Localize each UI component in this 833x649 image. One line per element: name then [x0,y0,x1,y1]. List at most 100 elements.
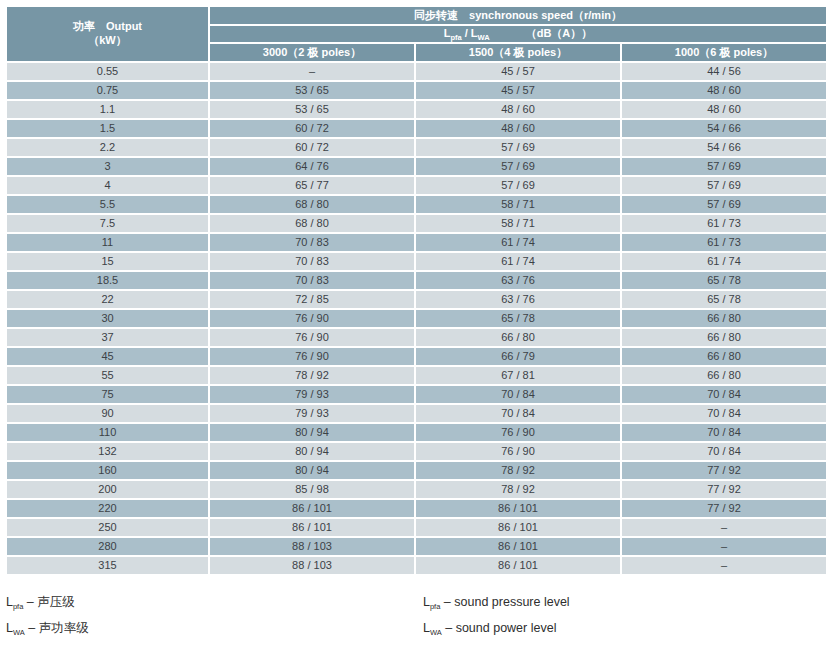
level-sub1: pfa [450,33,461,42]
output-cell: 75 [7,386,208,403]
cell-1000: 70 / 84 [622,443,826,460]
output-cell: 7.5 [7,215,208,232]
cell-1500: 63 / 76 [416,272,620,289]
cell-3000: 78 / 92 [210,367,414,384]
output-cell: 18.5 [7,272,208,289]
noise-level-table: 功率 Output （kW） 同步转速 synchronous speed（r/… [5,5,828,576]
cell-1000: 65 / 78 [622,291,826,308]
cell-3000: 53 / 65 [210,101,414,118]
table-row: 5578 / 9267 / 8166 / 80 [7,367,826,384]
cell-1000: 66 / 80 [622,367,826,384]
cell-3000: 80 / 94 [210,424,414,441]
output-header-line1: 功率 Output [73,20,142,32]
table-row: 20085 / 9878 / 9277 / 92 [7,481,826,498]
cell-3000: 85 / 98 [210,481,414,498]
output-cell: 55 [7,367,208,384]
table-row: 13280 / 9476 / 9070 / 84 [7,443,826,460]
output-cell: 4 [7,177,208,194]
cell-1500: 65 / 78 [416,310,620,327]
cell-3000: 76 / 90 [210,329,414,346]
footnote-symbol: L [423,595,430,609]
output-cell: 3 [7,158,208,175]
level-base2: L [471,27,478,39]
cell-1000: 77 / 92 [622,462,826,479]
footnote-symbol: L [6,595,13,609]
cell-1000: 54 / 66 [622,139,826,156]
cell-1500: 86 / 101 [416,538,620,555]
cell-1000: 77 / 92 [622,481,826,498]
speed-header-cell: 同步转速 synchronous speed（r/min） [210,7,826,24]
cell-1500: 45 / 57 [416,63,620,80]
cell-3000: 80 / 94 [210,443,414,460]
cell-1500: 78 / 92 [416,462,620,479]
table-row: 1570 / 8361 / 7461 / 74 [7,253,826,270]
cell-1000: 57 / 69 [622,158,826,175]
output-cell: 315 [7,557,208,574]
cell-1000: 66 / 80 [622,329,826,346]
level-sub2: WA [478,33,490,42]
cell-1000: 70 / 84 [622,405,826,422]
footnote-text: – 声功率级 [25,621,89,635]
cell-3000: 70 / 83 [210,234,414,251]
table-row: 16080 / 9478 / 9277 / 92 [7,462,826,479]
cell-1500: 61 / 74 [416,234,620,251]
footnote-symbol: L [423,621,430,635]
cell-3000: 79 / 93 [210,405,414,422]
cell-1000: 70 / 84 [622,386,826,403]
footnote-sound-power-en: LWA – sound power level [423,617,570,643]
cell-1500: 48 / 60 [416,101,620,118]
footnote-sound-pressure-en: Lpfa – sound pressure level [423,591,570,617]
footnotes-english: Lpfa – sound pressure level LWA – sound … [423,591,570,643]
output-cell: 90 [7,405,208,422]
table-row: 3076 / 9065 / 7866 / 80 [7,310,826,327]
table-row: 1170 / 8361 / 7461 / 73 [7,234,826,251]
table-row: 465 / 7757 / 6957 / 69 [7,177,826,194]
footnotes-chinese: Lpfa – 声压级 LWA – 声功率级 [6,591,89,643]
cell-3000: 60 / 72 [210,139,414,156]
cell-1500: 57 / 69 [416,177,620,194]
table-row: 5.568 / 8058 / 7157 / 69 [7,196,826,213]
cell-1500: 67 / 81 [416,367,620,384]
table-row: 1.153 / 6548 / 6048 / 60 [7,101,826,118]
footnote-text: – sound pressure level [440,595,569,609]
footnote-subscript: WA [430,628,442,637]
cell-1500: 86 / 101 [416,557,620,574]
col-header-3000: 3000（2 极 poles） [210,44,414,61]
cell-3000: 64 / 76 [210,158,414,175]
table-row: 9079 / 9370 / 8470 / 84 [7,405,826,422]
cell-3000: 86 / 101 [210,500,414,517]
table-row: 0.55–45 / 5744 / 56 [7,63,826,80]
output-cell: 1.5 [7,120,208,137]
cell-3000: 76 / 90 [210,310,414,327]
cell-1000: 61 / 74 [622,253,826,270]
cell-1500: 78 / 92 [416,481,620,498]
table-row: 0.7553 / 6545 / 5748 / 60 [7,82,826,99]
table-row: 7579 / 9370 / 8470 / 84 [7,386,826,403]
cell-1500: 61 / 74 [416,253,620,270]
cell-1000: – [622,557,826,574]
cell-1000: 57 / 69 [622,196,826,213]
cell-1500: 66 / 79 [416,348,620,365]
footnote-symbol: L [6,621,13,635]
output-cell: 110 [7,424,208,441]
table-row: 2.260 / 7257 / 6954 / 66 [7,139,826,156]
table-row: 28088 / 10386 / 101– [7,538,826,555]
output-cell: 220 [7,500,208,517]
cell-3000: 88 / 103 [210,538,414,555]
cell-3000: 86 / 101 [210,519,414,536]
cell-1500: 70 / 84 [416,386,620,403]
footnote-subscript: WA [13,628,25,637]
cell-1000: 66 / 80 [622,348,826,365]
cell-1000: 66 / 80 [622,310,826,327]
cell-3000: 79 / 93 [210,386,414,403]
cell-1000: 65 / 78 [622,272,826,289]
table-row: 31588 / 10386 / 101– [7,557,826,574]
output-cell: 37 [7,329,208,346]
footnote-text: – sound power level [442,621,557,635]
cell-1000: 44 / 56 [622,63,826,80]
cell-1000: 48 / 60 [622,82,826,99]
table-row: 18.570 / 8363 / 7665 / 78 [7,272,826,289]
cell-3000: 70 / 83 [210,272,414,289]
output-cell: 5.5 [7,196,208,213]
cell-1500: 58 / 71 [416,215,620,232]
